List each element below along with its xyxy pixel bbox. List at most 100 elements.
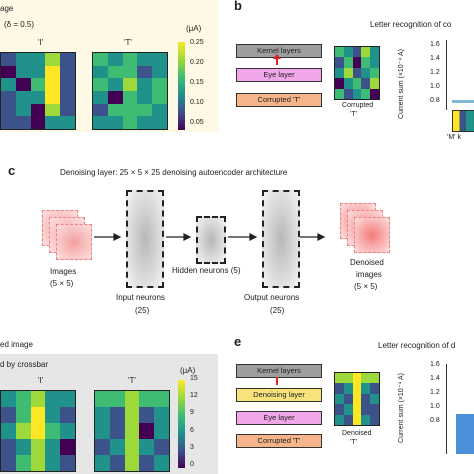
hidden-neurons-label: Hidden neurons (5) bbox=[172, 266, 241, 275]
colorbar-a bbox=[178, 42, 185, 130]
heatmap-cell bbox=[335, 414, 344, 425]
input-neurons-layer bbox=[126, 190, 164, 288]
colorbar-d-tick-label: 3 bbox=[190, 443, 194, 451]
input-image-stack bbox=[42, 210, 92, 262]
heatmap-cell bbox=[1, 423, 16, 439]
heatmap-cell bbox=[45, 116, 61, 129]
panel-b-title: Letter recognition of co bbox=[370, 20, 452, 29]
heatmap-cell bbox=[122, 65, 138, 79]
panel-d-subheader: d by crossbar bbox=[0, 360, 49, 369]
panel-e-title: Letter recognition of d bbox=[378, 341, 456, 350]
heatmap-cell bbox=[152, 103, 167, 117]
heatmap-cell bbox=[45, 91, 61, 104]
heatmap-d-t bbox=[94, 390, 170, 472]
heatmap-cell bbox=[45, 65, 61, 79]
heatmap-cell bbox=[152, 65, 167, 79]
panel-a-label-i: 'I' bbox=[38, 38, 44, 47]
denoised-label: Denoised bbox=[350, 258, 384, 267]
arrow-up-icon-e bbox=[276, 377, 278, 385]
heatmap-e-denoised bbox=[334, 372, 380, 426]
heatmap-cell bbox=[361, 47, 371, 58]
panel-b-axis bbox=[446, 40, 447, 110]
heatmap-cell bbox=[352, 393, 362, 405]
colorbar-d-tick-label: 0 bbox=[190, 461, 194, 468]
heatmap-cell bbox=[15, 103, 31, 117]
heatmap-cell bbox=[109, 455, 125, 471]
heatmap-cell bbox=[335, 67, 344, 79]
panel-b-tick-label: 1.6 bbox=[430, 41, 440, 48]
heatmap-cell bbox=[137, 78, 153, 91]
heatmap-cell bbox=[93, 91, 108, 104]
heatmap-cell bbox=[352, 67, 362, 79]
heatmap-a-t bbox=[92, 52, 168, 130]
panel-e-caption-1: Denoised bbox=[342, 430, 372, 437]
heatmap-cell bbox=[107, 91, 123, 104]
heatmap-cell bbox=[152, 91, 167, 104]
heatmap-cell bbox=[352, 383, 362, 394]
panel-c-title: Denoising layer: 25 × 5 × 25 denoising a… bbox=[60, 168, 288, 177]
heatmap-cell bbox=[124, 439, 140, 455]
panel-d-header: ed image bbox=[0, 340, 33, 349]
heatmap-cell bbox=[60, 407, 75, 423]
colorbar-a-tick-label: 0.15 bbox=[190, 79, 204, 86]
heatmap-cell bbox=[343, 57, 353, 68]
denoising-layer-box: Denoising layer bbox=[236, 388, 322, 402]
heatmap-cell bbox=[139, 423, 155, 439]
heatmap-cell bbox=[122, 78, 138, 91]
heatmap-cell bbox=[60, 103, 75, 117]
heatmap-cell bbox=[370, 404, 379, 415]
heatmap-cell bbox=[343, 78, 353, 89]
heatmap-cell bbox=[343, 373, 353, 384]
heatmap-cell bbox=[352, 88, 362, 99]
colorbar-d-tick-label: 6 bbox=[190, 426, 194, 434]
heatmap-cell bbox=[15, 439, 31, 455]
panel-a-delta: (δ = 0.5) bbox=[4, 20, 35, 29]
heatmap-cell bbox=[1, 65, 16, 79]
heatmap-cell bbox=[152, 116, 167, 129]
colorbar-d-tick-label: 15 bbox=[190, 375, 198, 382]
images-label: Images bbox=[50, 267, 77, 276]
heatmap-cell bbox=[95, 439, 110, 455]
heatmap-cell bbox=[370, 57, 379, 68]
heatmap-cell bbox=[45, 391, 61, 407]
heatmap-cell bbox=[107, 103, 123, 117]
colorbar-a-tick-label: 0.10 bbox=[190, 99, 204, 106]
heatmap-cell bbox=[139, 455, 155, 471]
denoised-image-stack bbox=[340, 203, 390, 255]
heatmap-cell bbox=[30, 103, 46, 117]
corrupted-box-b: Corrupted 'T' bbox=[236, 93, 322, 107]
heatmap-cell bbox=[30, 439, 46, 455]
heatmap-cell bbox=[361, 414, 371, 425]
heatmap-cell bbox=[60, 423, 75, 439]
heatmap-cell bbox=[45, 103, 61, 117]
panel-b-ylabel: Current sum (×10⁻⁴ A) bbox=[398, 49, 405, 119]
heatmap-cell bbox=[335, 383, 344, 394]
heatmap-cell bbox=[343, 88, 353, 99]
heatmap-cell bbox=[361, 78, 371, 89]
panel-b-xlabel: 'M' k bbox=[447, 134, 461, 141]
heatmap-cell bbox=[60, 91, 75, 104]
heatmap-cell bbox=[137, 116, 153, 129]
heatmap-cell bbox=[30, 53, 46, 66]
corrupted-box-e: Corrupted 'T' bbox=[236, 434, 322, 448]
heatmap-cell bbox=[1, 91, 16, 104]
heatmap-cell bbox=[352, 414, 362, 425]
arrow-up-icon bbox=[276, 57, 278, 65]
heatmap-cell bbox=[137, 65, 153, 79]
heatmap-cell bbox=[370, 67, 379, 79]
heatmap-cell bbox=[154, 423, 169, 439]
heatmap-cell bbox=[109, 391, 125, 407]
colorbar-d-tick-label: 9 bbox=[190, 409, 194, 417]
heatmap-cell bbox=[30, 91, 46, 104]
denoised-dim: (5 × 5) bbox=[354, 282, 378, 291]
heatmap-cell bbox=[370, 383, 379, 394]
heatmap-cell bbox=[343, 47, 353, 58]
heatmap-cell bbox=[352, 373, 362, 384]
panel-e-bar bbox=[456, 414, 474, 454]
heatmap-cell bbox=[370, 78, 379, 89]
heatmap-cell bbox=[107, 116, 123, 129]
panel-b-tick-label: 1.4 bbox=[430, 55, 440, 62]
heatmap-cell bbox=[15, 391, 31, 407]
heatmap-cell bbox=[1, 116, 16, 129]
panel-e-tick-label: 1.4 bbox=[430, 375, 440, 382]
